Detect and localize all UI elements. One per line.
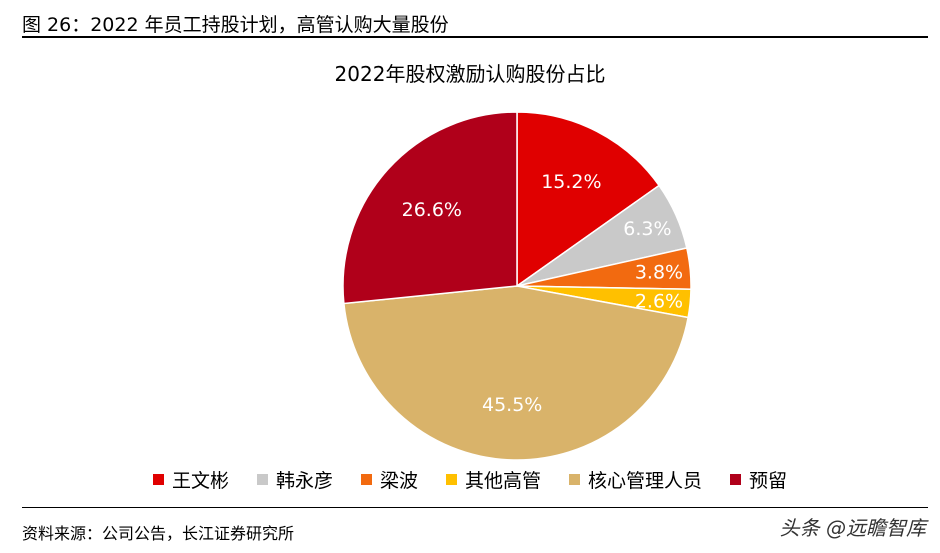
figure-title: 图 26：2022 年员工持股计划，高管认购大量股份: [22, 14, 449, 36]
legend-label: 其他高管: [465, 470, 542, 492]
legend-swatch: [446, 474, 457, 485]
figure-header: 图 26：2022 年员工持股计划，高管认购大量股份: [22, 8, 928, 38]
legend-label: 韩永彦: [275, 470, 333, 492]
pie-slices: [342, 111, 692, 461]
legend-swatch: [730, 474, 742, 485]
legend-label: 梁波: [379, 470, 418, 492]
pie-slice-0: [516, 111, 661, 288]
legend-item-1: 韩永彦: [256, 466, 333, 493]
legend-label: 预留: [749, 470, 788, 492]
pie-slice-5: [342, 111, 518, 305]
legend-label: 核心管理人员: [588, 470, 703, 492]
data-label-3: 2.6%: [635, 290, 683, 312]
legend-swatch: [569, 474, 581, 485]
legend-item-5: 预留: [730, 466, 787, 493]
legend-item-2: 梁波: [360, 466, 418, 493]
legend-item-4: 核心管理人员: [569, 466, 702, 493]
data-label-1: 6.3%: [623, 218, 671, 240]
data-label-5: 26.6%: [402, 199, 462, 221]
data-label-0: 15.2%: [541, 171, 601, 193]
pie-slice-4: [343, 285, 689, 461]
source-note: 资料来源：公司公告，长江证券研究所: [22, 524, 295, 543]
pie-data-labels: 15.2% 6.3% 3.8% 2.6% 45.5% 26.6%: [402, 171, 683, 416]
data-label-4: 45.5%: [482, 394, 542, 416]
legend-label: 王文彬: [171, 470, 229, 492]
chart-title: 2022年股权激励认购股份占比: [334, 62, 606, 86]
chart-legend: 王文彬 韩永彦 梁波 其他高管 核心管理人员 预留: [0, 466, 940, 493]
legend-swatch: [152, 474, 164, 485]
watermark: 头条 @远瞻智库: [779, 516, 926, 540]
legend-swatch: [360, 474, 372, 485]
legend-item-3: 其他高管: [446, 466, 541, 493]
legend-swatch: [256, 474, 268, 485]
footer-rule: [22, 507, 928, 508]
legend-item-0: 王文彬: [152, 466, 229, 493]
data-label-2: 3.8%: [635, 262, 683, 284]
